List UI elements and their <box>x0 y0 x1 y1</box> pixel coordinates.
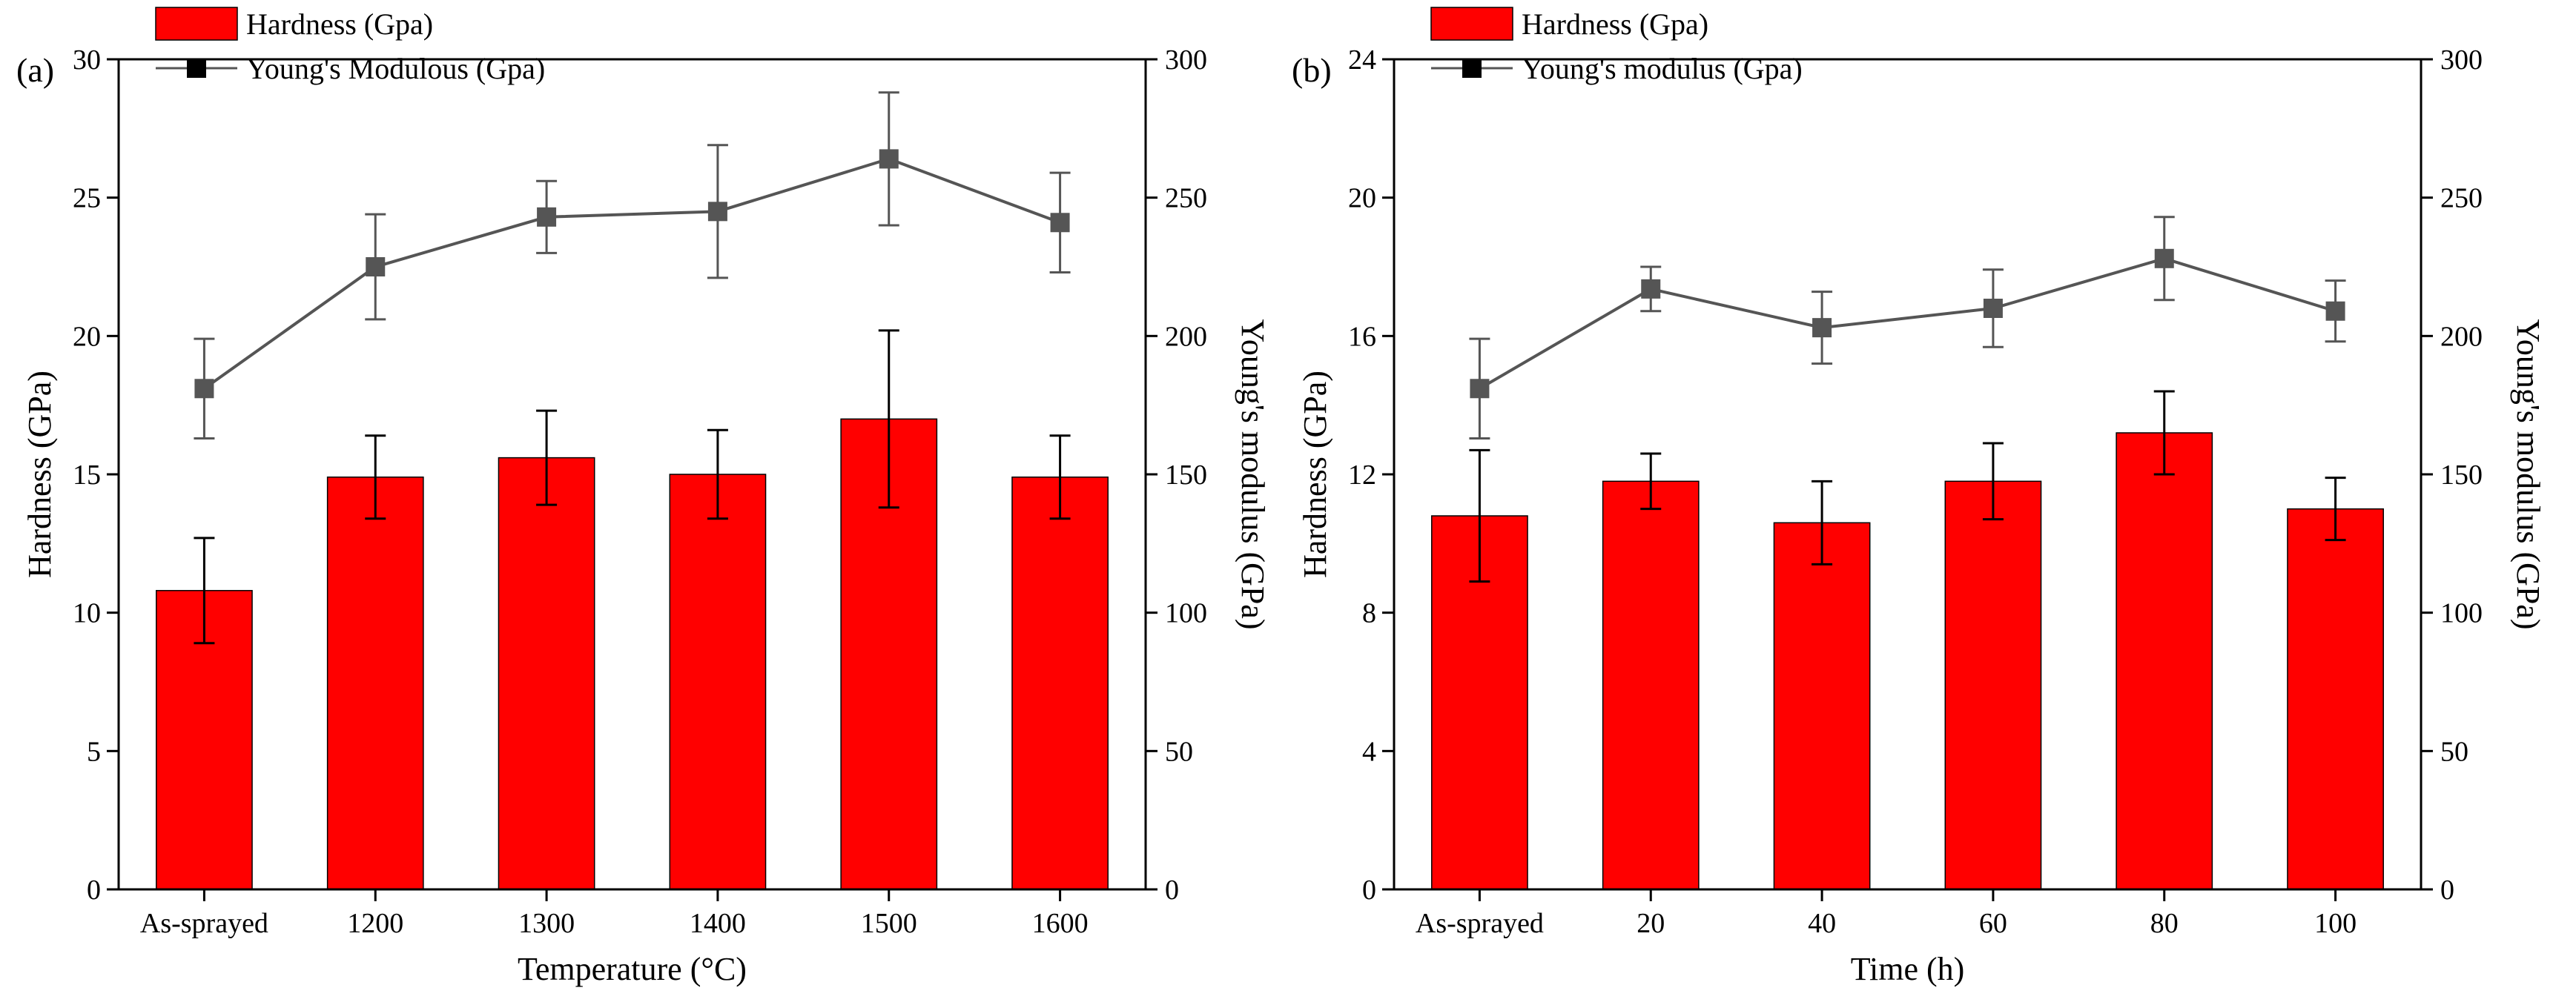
y2-tick-label: 300 <box>1165 44 1207 76</box>
modulus-point <box>1470 379 1490 399</box>
x-tick-label: 1200 <box>347 908 403 939</box>
y2-tick-label: 100 <box>2440 598 2483 629</box>
y-tick-label: 8 <box>1362 598 1376 629</box>
y2-tick-label: 300 <box>2440 44 2483 76</box>
y2-tick-label: 250 <box>1165 183 1207 214</box>
legend-marker-swatch <box>187 59 206 78</box>
modulus-line <box>203 157 1061 390</box>
legend-marker-swatch <box>1462 59 1482 78</box>
y-axis-title: Hardness (GPa) <box>1297 371 1333 578</box>
bar <box>1944 480 2042 890</box>
x-axis-title: Temperature (°C) <box>518 951 747 987</box>
y-tick-label: 15 <box>73 460 101 491</box>
bar <box>1773 522 1871 890</box>
y2-tick-label: 50 <box>2440 736 2468 767</box>
bar <box>326 476 424 890</box>
y-tick-label: 20 <box>73 321 101 352</box>
y2-tick-label: 0 <box>2440 875 2454 906</box>
bar <box>498 457 595 890</box>
x-tick-label: 60 <box>1979 908 2007 939</box>
modulus-point <box>1983 299 2003 318</box>
y2-tick-label: 150 <box>2440 460 2483 491</box>
modulus-point <box>194 379 214 399</box>
y2-tick-label: 0 <box>1165 875 1179 906</box>
chart-panel-2: 0 4 8 12 16 20 24 0 50 100 150 200 250 300 As-sprayed 2… <box>1292 7 2546 987</box>
y-axis-title: Hardness (GPa) <box>22 371 58 578</box>
x-tick-label: 100 <box>2314 908 2357 939</box>
bar <box>1011 476 1109 890</box>
modulus-point <box>1812 318 1832 338</box>
modulus-point <box>2154 248 2174 268</box>
x-tick-label: As-sprayed <box>1416 908 1544 939</box>
y2-axis-title: Young's modulus (GPa) <box>2510 319 2546 629</box>
y-tick-label: 12 <box>1348 460 1376 491</box>
bar <box>2287 508 2384 890</box>
bar <box>1602 480 1700 890</box>
y2-tick-label: 250 <box>2440 183 2483 214</box>
legend-label-hardness: Hardness (Gpa) <box>1522 7 1708 41</box>
y-tick-label: 0 <box>87 875 101 906</box>
y-tick-label: 25 <box>73 183 101 214</box>
chart-panel-1: 051015202530050100150200250300As-sprayed… <box>16 7 1271 987</box>
bar <box>669 474 767 890</box>
legend-bar-swatch <box>1430 7 1513 41</box>
modulus-point <box>1641 279 1661 299</box>
y-tick-label: 4 <box>1362 736 1376 767</box>
x-tick-label: 1400 <box>690 908 746 939</box>
panel-label: (a) <box>16 51 54 89</box>
x-tick-label: 1300 <box>518 908 575 939</box>
y-tick-label: 5 <box>87 736 101 767</box>
modulus-line <box>1479 256 2336 390</box>
plot-frame <box>117 58 1147 891</box>
modulus-point <box>707 202 727 222</box>
x-tick-label: 40 <box>1808 908 1836 939</box>
modulus-point <box>537 207 557 227</box>
x-tick-label: 1600 <box>1032 908 1089 939</box>
y2-tick-label: 200 <box>1165 321 1207 352</box>
legend-label-modulus: Young's Modulous (Gpa) <box>246 52 545 85</box>
y-tick-label: 30 <box>73 44 101 76</box>
x-tick-label: As-sprayed <box>140 908 268 939</box>
modulus-point <box>879 149 899 169</box>
modulus-point <box>366 257 386 276</box>
legend-label-hardness: Hardness (Gpa) <box>246 7 433 41</box>
y2-tick-label: 200 <box>2440 321 2483 352</box>
panel-label: (b) <box>1292 51 1332 89</box>
y-tick-label: 16 <box>1348 321 1376 352</box>
legend-bar-swatch <box>155 7 238 41</box>
y2-axis-title: Young's modulus (GPa) <box>1235 319 1271 629</box>
bar <box>2116 432 2213 890</box>
x-axis-title: Time (h) <box>1851 951 1965 987</box>
y-tick-label: 0 <box>1362 875 1376 906</box>
plot-frame <box>1393 58 2423 891</box>
y2-tick-label: 100 <box>1165 598 1207 629</box>
modulus-point <box>2325 301 2345 321</box>
x-tick-label: 1500 <box>861 908 917 939</box>
x-tick-label: 20 <box>1637 908 1665 939</box>
y-tick-label: 10 <box>73 598 101 629</box>
x-tick-label: 80 <box>2150 908 2179 939</box>
modulus-point <box>1050 213 1070 233</box>
y2-tick-label: 50 <box>1165 736 1193 767</box>
y-tick-label: 20 <box>1348 183 1376 214</box>
y2-tick-label: 150 <box>1165 460 1207 491</box>
legend-label-modulus: Young's modulus (Gpa) <box>1522 52 1803 85</box>
y-tick-label: 24 <box>1348 44 1376 76</box>
